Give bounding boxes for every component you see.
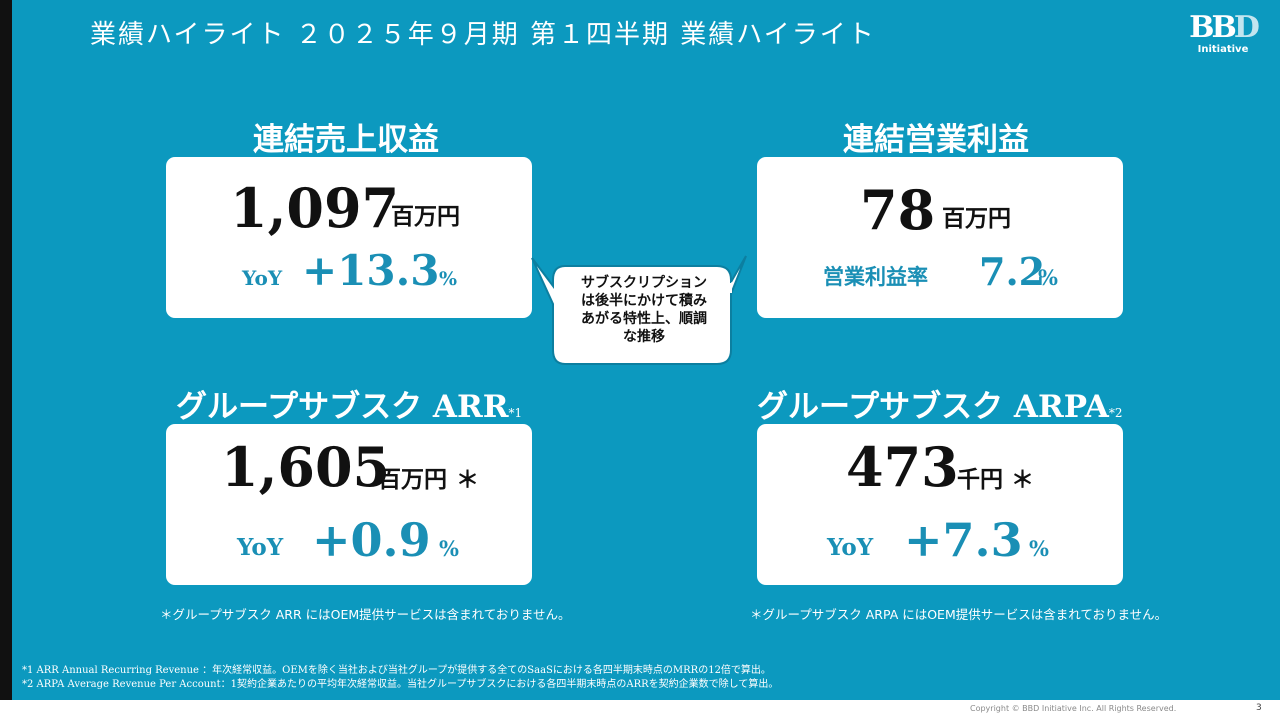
revenue-unit: 百万円 <box>391 203 460 230</box>
op-margin-label: 営業利益率 <box>823 264 928 289</box>
page-title: 業績ハイライト ２０２５年９月期 第１四半期 業績ハイライト <box>90 20 876 50</box>
bubble-tail-right <box>730 255 747 295</box>
company-logo: BBD Initiative <box>1188 10 1260 62</box>
arpa-unit: 千円 <box>957 466 1003 493</box>
bubble-tail-mask <box>728 283 732 293</box>
revenue-card: 1,097 百万円 YoY +13.3 % <box>166 157 532 318</box>
arpa-value: 473 <box>846 435 959 499</box>
arr-yoy-label: YoY <box>237 534 284 561</box>
arpa-yoy-value: +7.3 <box>904 513 1023 567</box>
bubble-line: サブスクリプション <box>581 275 707 291</box>
bubble-text: サブスクリプション は後半にかけて積み あがる特性上、順調 な推移 <box>560 274 728 346</box>
footnote-arpa: *2 ARPA Average Revenue Per Account：1契約企… <box>22 679 779 690</box>
arpa-title-text: グループサブスク ARPA <box>757 389 1109 425</box>
arr-yoy-unit: % <box>439 536 459 561</box>
arpa-title-footnote-mark: *2 <box>1108 406 1123 420</box>
arr-yoy-value: +0.9 <box>312 513 431 567</box>
revenue-yoy-value: +13.3 <box>302 246 440 295</box>
arr-unit: 百万円 <box>378 466 447 493</box>
revenue-title: 連結売上収益 <box>253 122 439 158</box>
arr-note: ＊グループサブスク ARR にはOEM提供サービスは含まれておりません。 <box>160 607 571 622</box>
arr-title-text: グループサブスク ARR <box>176 389 509 425</box>
revenue-yoy-unit: % <box>439 268 458 290</box>
footer-bar: Copyright © BBD Initiative Inc. All Righ… <box>0 700 1280 720</box>
logo-subtitle: Initiative <box>1197 44 1249 55</box>
arr-title: グループサブスク ARR*1 <box>176 381 522 426</box>
speech-bubble <box>531 255 747 365</box>
arpa-yoy-unit: % <box>1029 536 1049 561</box>
logo-mark-d: D <box>1233 10 1260 45</box>
op-profit-value: 78 <box>860 178 936 242</box>
revenue-yoy-label: YoY <box>242 266 283 290</box>
arr-asterisk: ＊ <box>456 466 479 493</box>
bubble-line: は後半にかけて積み <box>581 293 707 309</box>
op-margin-unit: % <box>1038 265 1058 290</box>
op-profit-title: 連結営業利益 <box>843 122 1029 158</box>
copyright-text: Copyright © BBD Initiative Inc. All Righ… <box>970 704 1177 713</box>
arr-card: 1,605 百万円 ＊ YoY +0.9 % <box>166 424 532 585</box>
logo-mark-b: BB <box>1189 10 1237 45</box>
left-accent-bar <box>0 0 12 700</box>
arr-title-footnote-mark: *1 <box>508 406 523 420</box>
arpa-note: ＊グループサブスク ARPA にはOEM提供サービスは含まれておりません。 <box>750 607 1168 622</box>
logo-mark: BBD <box>1188 10 1260 45</box>
arpa-yoy-label: YoY <box>827 534 874 561</box>
op-profit-unit: 百万円 <box>942 205 1011 232</box>
op-margin-value: 7.2 <box>979 249 1046 294</box>
arpa-asterisk: ＊ <box>1011 466 1034 493</box>
page-number: 3 <box>1256 703 1262 713</box>
arpa-title: グループサブスク ARPA*2 <box>757 381 1123 426</box>
bubble-line: あがる特性上、順調 <box>581 311 707 327</box>
footnote-arr: *1 ARR Annual Recurring Revenue ：年次経常収益。… <box>22 665 771 676</box>
arr-value: 1,605 <box>221 435 391 499</box>
op-profit-card: 78 百万円 営業利益率 7.2 % <box>757 157 1123 318</box>
bubble-body-left <box>531 257 732 365</box>
arpa-card: 473 千円 ＊ YoY +7.3 % <box>757 424 1123 585</box>
revenue-value: 1,097 <box>230 176 400 240</box>
bubble-line: な推移 <box>623 329 665 345</box>
